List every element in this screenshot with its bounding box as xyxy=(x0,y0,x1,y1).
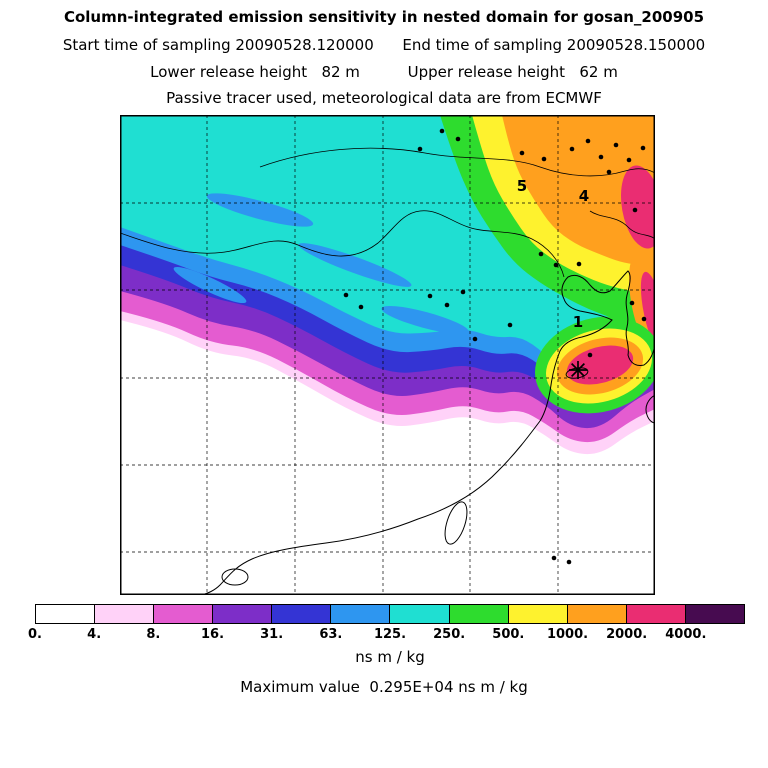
city-dot xyxy=(538,251,544,257)
plume-blob-level-5 xyxy=(206,193,314,227)
city-dot xyxy=(587,352,593,358)
colorbar-tick-label: 1000. xyxy=(546,627,589,642)
colorbar-segment-0 xyxy=(36,605,95,623)
city-dot xyxy=(585,138,591,144)
river-border-line-2 xyxy=(259,147,655,177)
city-dot xyxy=(343,292,349,298)
city-dot xyxy=(553,262,559,268)
island-taiwan xyxy=(444,501,468,545)
colorbar-tick-label: 63. xyxy=(319,627,343,642)
river-border-line-1 xyxy=(120,210,565,278)
colorbar-segment-10 xyxy=(625,605,685,623)
colorbar-tick-label: 2000. xyxy=(606,627,648,642)
colorbar-segment-9 xyxy=(566,605,626,623)
map-overlays: 5 4 1 xyxy=(343,128,647,565)
colorbar-segment-7 xyxy=(448,605,508,623)
city-dot xyxy=(417,146,423,152)
colorbar-segment-11 xyxy=(684,605,744,623)
city-dot xyxy=(427,293,433,299)
map-figure: 5 4 1 xyxy=(120,115,655,595)
map-border xyxy=(120,115,655,595)
colorbar-segment-4 xyxy=(271,605,331,623)
max-value-label: Maximum value 0.295E+04 ns m / kg xyxy=(240,678,528,696)
colorbar-tick-label: 125. xyxy=(373,627,407,642)
map-svg: 5 4 1 xyxy=(120,115,655,595)
city-dot xyxy=(566,559,572,565)
plume-contour-level-9 xyxy=(502,115,655,266)
city-dot xyxy=(460,289,466,295)
city-dot xyxy=(507,322,513,328)
city-dot xyxy=(598,154,604,160)
map-area-label-5: 5 xyxy=(517,177,527,195)
city-dot xyxy=(613,142,619,148)
coastline-yellow-sea-korea xyxy=(539,270,655,422)
colorbar-ticks: 0. 4. 8. 16. 31. 63. 125. 250. 500. 1000. 2000. 400… xyxy=(28,627,745,645)
colorbar-segment-3 xyxy=(212,605,272,623)
city-dot xyxy=(641,316,647,322)
island-hainan xyxy=(221,568,249,586)
city-dot xyxy=(444,302,450,308)
colorbar-unit-label: ns m / kg xyxy=(355,648,425,666)
plume-blob-level-5 xyxy=(298,243,412,287)
city-dot xyxy=(606,169,612,175)
plume-blob-level-5 xyxy=(381,306,469,334)
colorbar-segment-2 xyxy=(153,605,213,623)
city-dot xyxy=(519,150,525,156)
coastline-south-china xyxy=(201,420,541,595)
coastline-kyushu xyxy=(645,394,655,424)
river-border-line-3 xyxy=(589,210,655,240)
release-heights-line: Lower release height 82 m Upper release … xyxy=(150,63,618,81)
city-dot xyxy=(439,128,445,134)
colorbar-tick-label: 16. xyxy=(200,627,225,642)
map-area-label-1: 1 xyxy=(573,313,583,331)
tracer-met-line: Passive tracer used, meteorological data… xyxy=(166,89,602,107)
plume-blob-level-5 xyxy=(173,266,247,304)
map-area-label-4: 4 xyxy=(579,187,589,205)
city-dot xyxy=(569,146,575,152)
colorbar-segments xyxy=(35,604,745,624)
colorbar-tick-label: 500. xyxy=(492,627,525,642)
city-dot xyxy=(626,157,632,163)
colorbar-segment-8 xyxy=(507,605,567,623)
city-dot xyxy=(455,136,461,142)
city-dot xyxy=(358,304,364,310)
city-dot xyxy=(472,336,478,342)
city-dot xyxy=(551,555,557,561)
colorbar-segment-1 xyxy=(94,605,154,623)
city-dot xyxy=(541,156,547,162)
plume-blob-level-10 xyxy=(620,165,655,249)
colorbar-tick-label: 4. xyxy=(87,627,102,642)
city-dot xyxy=(640,145,646,151)
colorbar-segment-6 xyxy=(389,605,449,623)
colorbar-tick-label: 250. xyxy=(433,627,466,642)
colorbar-tick-label: 31. xyxy=(260,627,284,642)
plume-layers xyxy=(120,115,655,455)
colorbar-segment-5 xyxy=(330,605,390,623)
city-dot xyxy=(629,300,635,306)
city-dot xyxy=(576,261,582,267)
city-dot xyxy=(632,207,638,213)
sampling-times-line: Start time of sampling 20090528.120000 E… xyxy=(62,36,706,54)
colorbar-tick-label: 0. xyxy=(28,627,42,642)
colorbar-tick-label: 4000. xyxy=(665,627,707,642)
colorbar-tick-label: 8. xyxy=(146,627,161,642)
colorbar: 0. 4. 8. 16. 31. 63. 125. 250. 500. 1000. 2000. 400… xyxy=(28,604,745,645)
station-marker xyxy=(569,361,587,379)
plot-title: Column-integrated emission sensitivity i… xyxy=(63,8,705,26)
